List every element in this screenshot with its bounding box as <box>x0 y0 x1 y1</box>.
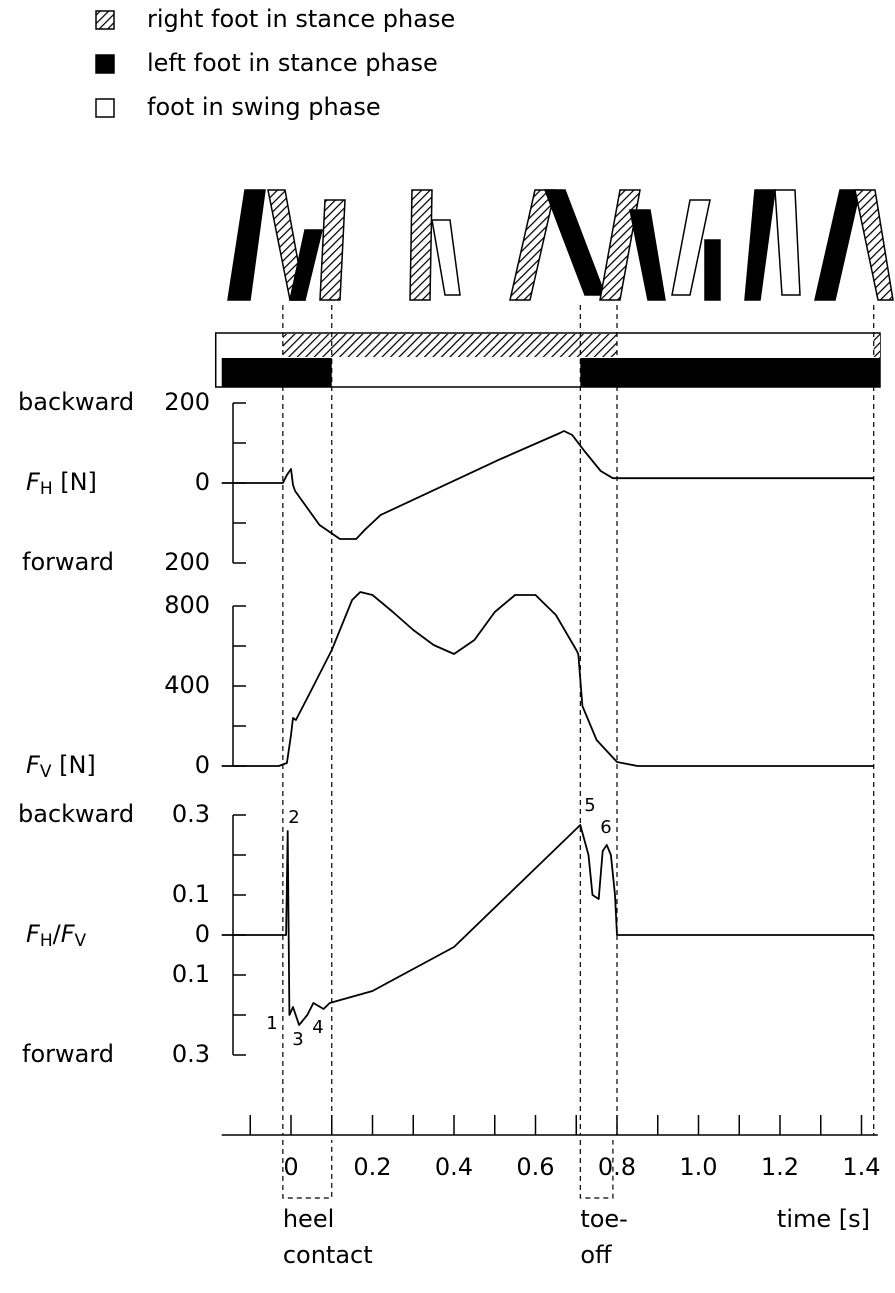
event-label: contact <box>283 1241 373 1269</box>
data-line <box>222 592 874 766</box>
legend-label: left foot in stance phase <box>147 49 438 77</box>
y-tick-label: 0 <box>195 751 210 779</box>
y-tick-label: 0.3 <box>172 800 210 828</box>
y-label-part: H <box>40 931 53 951</box>
point-label: 2 <box>288 807 299 828</box>
x-tick-label: 0 <box>283 1153 298 1181</box>
point-label: 1 <box>266 1013 277 1034</box>
figure: right foot in stance phase left foot in s… <box>0 0 895 1293</box>
direction-label: backward <box>18 800 134 828</box>
event-label: toe- <box>580 1205 628 1233</box>
y-label-part: F <box>26 920 41 948</box>
phase-interval <box>580 358 880 387</box>
y-label-part: F <box>26 468 41 496</box>
x-tick-label: 0.2 <box>353 1153 391 1181</box>
x-label: time [s] <box>777 1205 870 1233</box>
x-tick-label: 1.2 <box>761 1153 799 1181</box>
y-label-part: V <box>40 762 52 782</box>
y-label-part: F <box>61 920 76 948</box>
y-label-part: H <box>40 479 53 499</box>
point-label: 6 <box>600 817 611 838</box>
direction-label: backward <box>18 388 134 416</box>
legend-label: foot in swing phase <box>147 93 381 121</box>
y-tick-label: 0.3 <box>172 1040 210 1068</box>
y-tick-label: 0.1 <box>172 960 210 988</box>
legend-swatch <box>96 99 114 117</box>
direction-label: forward <box>22 548 114 576</box>
legend-swatch <box>96 11 114 29</box>
y-tick-label: 0 <box>195 468 210 496</box>
event-label: off <box>580 1241 612 1269</box>
y-tick-label: 200 <box>164 548 210 576</box>
y-label-part: [N] <box>53 468 97 496</box>
x-tick-label: 1.4 <box>842 1153 880 1181</box>
direction-label: forward <box>22 1040 114 1068</box>
legend-swatch <box>96 55 114 73</box>
point-label: 4 <box>312 1017 323 1038</box>
data-line <box>222 431 874 539</box>
point-label: 5 <box>584 795 595 816</box>
y-label-part: V <box>75 931 87 951</box>
y-tick-label: 0 <box>195 920 210 948</box>
event-label: heel <box>283 1205 334 1233</box>
x-tick-label: 0.6 <box>516 1153 554 1181</box>
phase-interval <box>222 358 332 387</box>
y-tick-label: 200 <box>164 388 210 416</box>
y-label-part: [N] <box>51 751 95 779</box>
phase-interval <box>874 334 880 357</box>
x-tick-label: 0.4 <box>435 1153 473 1181</box>
y-tick-label: 0.1 <box>172 880 210 908</box>
y-tick-label: 400 <box>164 671 210 699</box>
y-label: FH [N] <box>26 468 97 499</box>
y-label-part: F <box>26 751 41 779</box>
data-line <box>222 825 874 1025</box>
point-label: 3 <box>292 1029 303 1050</box>
legend-label: right foot in stance phase <box>147 5 455 33</box>
x-tick-label: 0.8 <box>598 1153 636 1181</box>
x-tick-label: 1.0 <box>679 1153 717 1181</box>
y-tick-label: 800 <box>164 591 210 619</box>
y-label: FH/FV <box>26 920 87 951</box>
y-label: FV [N] <box>26 751 96 782</box>
leg-illustrations <box>228 190 893 300</box>
phase-interval <box>283 334 617 357</box>
